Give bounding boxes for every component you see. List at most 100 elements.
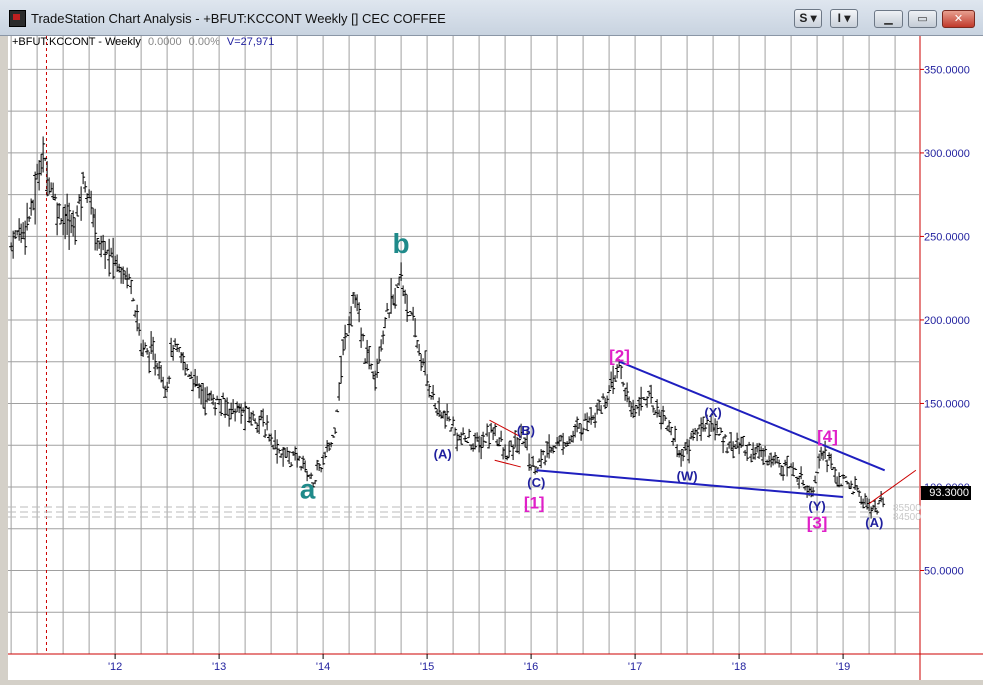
price-bar bbox=[13, 230, 18, 240]
price-bar bbox=[723, 434, 728, 439]
price-bar bbox=[191, 378, 196, 392]
price-bar bbox=[333, 427, 338, 435]
symbol-label: +BFUT:KCCONT - Weekly bbox=[12, 36, 141, 48]
price-bar bbox=[189, 371, 194, 379]
price-bar bbox=[799, 466, 804, 480]
price-bar bbox=[387, 312, 392, 319]
price-bar bbox=[97, 240, 102, 249]
price-bar bbox=[267, 433, 272, 442]
price-bar bbox=[331, 434, 336, 438]
close-button[interactable]: ✕ bbox=[942, 10, 975, 28]
price-bar bbox=[673, 425, 678, 443]
price-bar bbox=[775, 456, 780, 464]
wave-label: [2] bbox=[609, 347, 630, 366]
price-bar bbox=[39, 153, 44, 176]
price-bar bbox=[639, 386, 644, 411]
price-bar bbox=[825, 459, 830, 473]
price-bar bbox=[461, 427, 466, 436]
price-bar bbox=[561, 432, 566, 455]
price-bar bbox=[135, 304, 140, 332]
price-bar bbox=[519, 423, 524, 439]
wave-label: [4] bbox=[817, 427, 838, 446]
price-bar bbox=[731, 441, 736, 459]
price-bar bbox=[233, 408, 238, 422]
s-label: S bbox=[799, 11, 808, 25]
price-bar bbox=[623, 387, 628, 401]
price-bar bbox=[43, 157, 48, 162]
price-bar bbox=[861, 498, 866, 509]
price-bar bbox=[685, 438, 690, 455]
maximize-button[interactable]: ▭ bbox=[908, 10, 937, 28]
price-bar bbox=[709, 414, 714, 432]
price-bar bbox=[295, 452, 300, 468]
price-bar bbox=[275, 439, 280, 464]
price-bar bbox=[793, 467, 798, 470]
price-bar bbox=[505, 455, 510, 461]
price-bar bbox=[323, 451, 328, 459]
x-tick-label: '16 bbox=[524, 661, 538, 673]
s-menu-button[interactable]: S ▾ bbox=[794, 9, 822, 28]
current-price-tag: 93.3000 bbox=[921, 486, 971, 500]
price-bar bbox=[407, 314, 412, 317]
price-bar bbox=[755, 443, 760, 453]
price-bar bbox=[379, 339, 384, 352]
price-chart[interactable]: a b (A) (B) (C) [1] [2] (W) (X) [4] (Y)[3] (A) 50.0… bbox=[8, 36, 983, 680]
price-bar bbox=[71, 210, 76, 237]
price-bar bbox=[393, 287, 398, 309]
price-bar bbox=[471, 443, 476, 452]
price-bar bbox=[589, 407, 594, 425]
price-bar bbox=[103, 241, 108, 269]
price-bar bbox=[795, 476, 800, 483]
price-bar bbox=[75, 205, 80, 217]
price-bar bbox=[513, 430, 518, 448]
price-bar bbox=[759, 446, 764, 458]
price-bar bbox=[533, 466, 538, 475]
price-bar bbox=[537, 458, 542, 463]
price-bar bbox=[81, 171, 86, 185]
price-bar bbox=[691, 428, 696, 441]
price-bar bbox=[665, 426, 670, 431]
i-menu-button[interactable]: I ▾ bbox=[830, 9, 858, 28]
price-bar bbox=[159, 365, 164, 383]
price-bar bbox=[211, 394, 216, 406]
price-bar bbox=[17, 218, 22, 241]
price-bar bbox=[131, 297, 136, 302]
price-bar bbox=[403, 289, 408, 304]
minimize-button[interactable]: ▁ bbox=[874, 10, 903, 28]
price-bar bbox=[177, 347, 182, 353]
price-bar bbox=[29, 198, 34, 216]
price-bar bbox=[155, 362, 160, 370]
price-bar bbox=[877, 499, 882, 505]
price-bar bbox=[315, 459, 320, 471]
pct-value: 0.00% bbox=[188, 36, 220, 48]
y-tick-label: 300.0000 bbox=[924, 148, 970, 160]
price-bar bbox=[87, 189, 92, 199]
price-bar bbox=[209, 390, 214, 401]
price-bar bbox=[217, 398, 222, 405]
x-tick-label: '18 bbox=[732, 661, 746, 673]
price-bar bbox=[719, 427, 724, 434]
price-bar bbox=[253, 418, 258, 424]
price-bar bbox=[59, 218, 64, 225]
price-bar bbox=[493, 423, 498, 437]
price-bar bbox=[281, 446, 286, 467]
price-bar bbox=[151, 336, 156, 360]
y-tick-label: 250.0000 bbox=[924, 231, 970, 243]
price-bar bbox=[741, 435, 746, 447]
price-bar bbox=[699, 417, 704, 441]
price-bar bbox=[339, 355, 344, 384]
price-bar bbox=[133, 310, 138, 318]
price-bar bbox=[329, 441, 334, 448]
price-bar bbox=[417, 343, 422, 356]
price-bar bbox=[659, 411, 664, 430]
price-bar bbox=[33, 171, 38, 225]
price-bar bbox=[509, 440, 514, 448]
price-bar bbox=[553, 445, 558, 449]
price-bar bbox=[645, 396, 650, 408]
price-bar bbox=[301, 455, 306, 469]
chart-panel[interactable]: a b (A) (B) (C) [1] [2] (W) (X) [4] (Y) [3] (A) 50.0… bbox=[8, 36, 983, 680]
price-bar bbox=[399, 262, 404, 281]
price-bar bbox=[105, 249, 110, 254]
price-bar bbox=[713, 418, 718, 441]
price-bar bbox=[651, 405, 656, 413]
